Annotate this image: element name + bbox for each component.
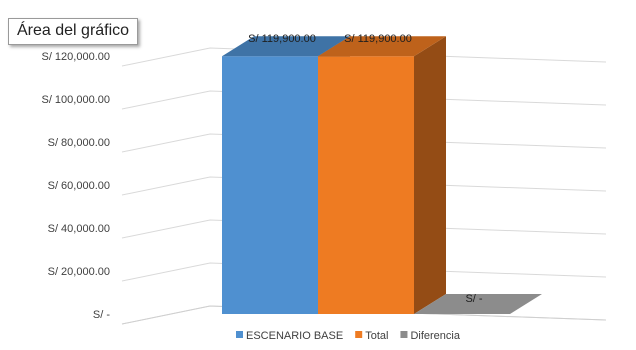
data-labels: S/ 119,900.00 S/ 119,900.00 S/ - xyxy=(248,33,483,305)
legend-label: ESCENARIO BASE xyxy=(246,330,343,342)
bar-top xyxy=(318,36,446,57)
y-tick-label: S/ 80,000.00 xyxy=(48,137,110,149)
grid-layer xyxy=(121,47,607,325)
data-label: S/ - xyxy=(465,293,482,305)
legend-label: Diferencia xyxy=(410,330,460,342)
chart-area-tooltip: Área del gráfico xyxy=(8,18,139,45)
legend-entry: Diferencia xyxy=(400,330,461,342)
y-tick-label: S/ 60,000.00 xyxy=(48,180,110,192)
y-tick-label: S/ 100,000.00 xyxy=(41,94,110,106)
bars xyxy=(222,36,542,315)
floor-edge xyxy=(121,305,607,325)
legend-entry: ESCENARIO BASE xyxy=(236,330,343,342)
legend-swatch xyxy=(236,331,243,338)
gridline xyxy=(121,47,607,67)
data-label: S/ 119,900.00 xyxy=(344,33,412,45)
legend-swatch xyxy=(400,331,408,338)
legend-label: Total xyxy=(365,330,388,342)
bar-top xyxy=(222,36,350,57)
bar-front xyxy=(318,56,414,315)
y-tick-label: S/ 40,000.00 xyxy=(48,223,110,235)
bar[interactable] xyxy=(318,36,446,315)
gridline xyxy=(121,90,607,110)
y-tick-label: S/ 120,000.00 xyxy=(41,51,110,63)
data-label: S/ 119,900.00 xyxy=(248,33,316,45)
y-tick-label: S/ - xyxy=(93,309,110,321)
y-tick-label: S/ 20,000.00 xyxy=(48,266,110,278)
gridline xyxy=(121,262,607,282)
bar[interactable] xyxy=(414,294,542,314)
gridline xyxy=(121,133,607,153)
bar-top xyxy=(414,294,542,314)
legend: ESCENARIO BASE Total Diferencia xyxy=(236,330,461,342)
bar-side xyxy=(414,36,446,315)
bar-front xyxy=(222,56,318,315)
legend-entry: Total xyxy=(355,330,388,342)
legend-swatch xyxy=(355,331,363,338)
y-axis: S/ - S/ 20,000.00 S/ 40,000.00 S/ 60,000.00… xyxy=(41,51,110,321)
gridline xyxy=(121,219,607,239)
gridline xyxy=(121,176,607,196)
